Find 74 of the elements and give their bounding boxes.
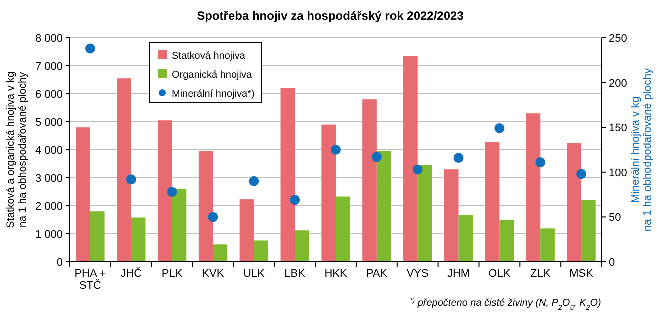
bar <box>444 170 459 262</box>
bar <box>198 151 214 262</box>
y-tick-label: 3 000 <box>35 173 63 185</box>
legend-label: Minerální hnojiva*) <box>172 89 255 100</box>
bar <box>131 218 146 262</box>
x-tick-label: ULK <box>243 268 266 280</box>
bar <box>376 151 392 262</box>
y-tick-label: 1 000 <box>35 229 63 241</box>
bar <box>567 143 582 262</box>
bar <box>485 142 500 262</box>
y-tick-label: 8 000 <box>35 33 63 45</box>
y2-tick-label: 50 <box>609 212 622 224</box>
bar <box>540 228 555 262</box>
y-tick-label: 7 000 <box>35 61 63 73</box>
bar <box>254 240 268 262</box>
point <box>536 158 546 168</box>
point <box>576 169 587 180</box>
y-tick-label: 2 000 <box>35 201 63 213</box>
x-tick-label: MSK <box>570 268 594 280</box>
bar <box>526 114 541 262</box>
x-tick-label: OLK <box>488 268 512 280</box>
bar <box>582 200 596 262</box>
bar <box>418 165 432 262</box>
point <box>167 187 178 198</box>
x-tick-label: PLK <box>162 268 184 280</box>
x-tick-label: ZLK <box>530 268 552 280</box>
bar <box>322 124 336 262</box>
y-tick-label: 0 <box>56 257 63 269</box>
y2-tick-label: 150 <box>609 122 628 135</box>
bar <box>158 120 172 262</box>
x-tick-label: KVK <box>202 268 225 280</box>
x-tick-label: VYS <box>406 268 429 280</box>
bar <box>213 244 228 262</box>
x-tick-label: JHČ <box>120 267 142 280</box>
point <box>372 152 382 162</box>
y-tick-label: 5 000 <box>35 117 63 129</box>
bar <box>362 100 377 262</box>
bar <box>404 56 418 262</box>
legend-label: Statková hnojiva <box>172 51 246 62</box>
text: $^{*)}$ přepočteno na čisté živiny (N, P$_{2}$O$_{5}$, K$_{2}$O) <box>410 296 602 312</box>
bar <box>458 214 474 262</box>
bar <box>240 200 254 262</box>
bar <box>90 212 105 262</box>
chart-title: Spotřeba hnojiv za hospodářský rok 2022/2023 <box>197 9 464 23</box>
y2-axis-title: Minerální hnojiva v kg na 1 ha obhodpodařované plochy <box>630 68 654 232</box>
y2-tick-label: 0 <box>609 257 616 269</box>
bar <box>172 189 187 262</box>
point <box>126 174 136 185</box>
y2-tick-label: 200 <box>609 78 628 90</box>
point <box>454 153 464 164</box>
bar <box>117 78 132 262</box>
bar <box>76 128 90 262</box>
point <box>290 195 300 206</box>
bar <box>336 196 350 262</box>
point <box>85 44 96 54</box>
x-tick-label: PHA + STČ <box>74 268 106 292</box>
bar <box>500 220 514 262</box>
y-axis-title: Statková a organická hnojiva v kg na 1 ha obhospodařované plochy <box>5 72 29 228</box>
point <box>249 176 260 186</box>
y-tick-label: 4 000 <box>35 145 63 157</box>
bar <box>295 230 310 262</box>
y-tick-label: 6 000 <box>35 89 63 101</box>
bar <box>280 88 296 262</box>
x-tick-label: JHM <box>447 268 470 280</box>
point <box>494 123 505 134</box>
point <box>412 164 423 175</box>
point <box>331 145 341 155</box>
y2-tick-label: 250 <box>609 33 628 45</box>
x-tick-label: HKK <box>324 268 348 280</box>
x-tick-label: PAK <box>366 268 388 280</box>
y2-tick-label: 100 <box>609 167 628 180</box>
point <box>208 212 218 222</box>
x-tick-label: LBK <box>284 268 306 280</box>
legend-label: Organická hnojiva <box>172 70 252 81</box>
